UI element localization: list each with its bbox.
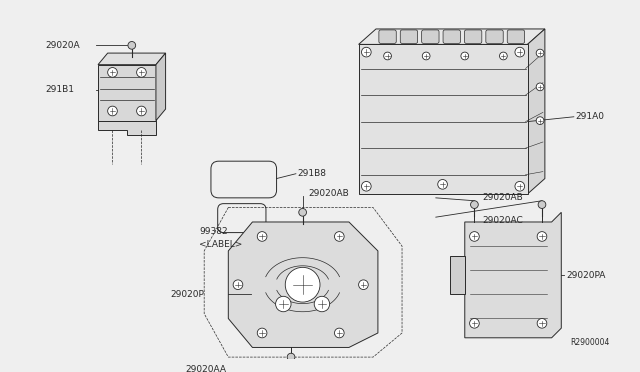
Text: 29020A: 29020A: [45, 41, 79, 50]
Circle shape: [335, 328, 344, 338]
Polygon shape: [98, 121, 156, 135]
Circle shape: [335, 232, 344, 241]
Circle shape: [108, 106, 117, 116]
Circle shape: [233, 280, 243, 289]
Circle shape: [537, 232, 547, 241]
FancyBboxPatch shape: [422, 30, 439, 44]
Circle shape: [362, 182, 371, 191]
Circle shape: [314, 296, 330, 312]
Text: 29020AC: 29020AC: [482, 215, 523, 225]
Text: 291B1: 291B1: [45, 85, 74, 94]
Polygon shape: [451, 256, 465, 294]
Text: 29020P: 29020P: [170, 290, 204, 299]
Circle shape: [515, 182, 525, 191]
FancyBboxPatch shape: [443, 30, 460, 44]
Text: R2900004: R2900004: [570, 339, 609, 347]
Circle shape: [538, 201, 546, 208]
Circle shape: [536, 49, 544, 57]
Circle shape: [536, 117, 544, 125]
Text: 291B8: 291B8: [298, 169, 327, 178]
Circle shape: [299, 208, 307, 216]
Polygon shape: [358, 44, 527, 194]
Text: 99382: 99382: [199, 227, 228, 236]
Polygon shape: [465, 212, 561, 338]
Text: 29020AA: 29020AA: [185, 365, 226, 372]
Circle shape: [536, 83, 544, 91]
Polygon shape: [156, 53, 166, 121]
FancyBboxPatch shape: [486, 30, 503, 44]
FancyBboxPatch shape: [465, 30, 482, 44]
Text: 29020PA: 29020PA: [566, 270, 605, 280]
Circle shape: [276, 296, 291, 312]
Circle shape: [128, 42, 136, 49]
Polygon shape: [527, 29, 545, 194]
Circle shape: [136, 68, 147, 77]
Text: 29020AB: 29020AB: [308, 189, 349, 198]
FancyBboxPatch shape: [379, 30, 396, 44]
Polygon shape: [358, 29, 545, 44]
Circle shape: [358, 280, 368, 289]
Polygon shape: [228, 222, 378, 347]
Circle shape: [537, 318, 547, 328]
Circle shape: [285, 267, 320, 302]
Circle shape: [384, 52, 392, 60]
Circle shape: [461, 52, 468, 60]
Circle shape: [422, 52, 430, 60]
Text: 291A0: 291A0: [576, 112, 605, 121]
Circle shape: [136, 106, 147, 116]
Circle shape: [470, 318, 479, 328]
FancyBboxPatch shape: [400, 30, 418, 44]
Circle shape: [470, 201, 478, 208]
Circle shape: [257, 232, 267, 241]
FancyBboxPatch shape: [508, 30, 525, 44]
Circle shape: [499, 52, 508, 60]
Text: <LABEL>: <LABEL>: [199, 240, 243, 248]
Polygon shape: [98, 65, 156, 121]
Circle shape: [108, 68, 117, 77]
Circle shape: [257, 328, 267, 338]
Circle shape: [362, 47, 371, 57]
Polygon shape: [98, 53, 166, 65]
Circle shape: [470, 232, 479, 241]
Circle shape: [287, 353, 295, 361]
Circle shape: [438, 180, 447, 189]
Circle shape: [515, 47, 525, 57]
Text: 29020AB: 29020AB: [482, 193, 523, 202]
